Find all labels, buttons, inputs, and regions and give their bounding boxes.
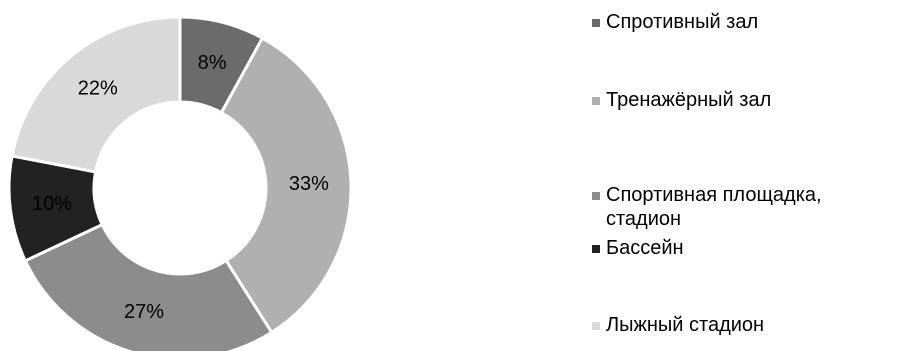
legend-item: Лыжный стадион	[592, 313, 896, 337]
legend-swatch	[592, 322, 600, 330]
donut-slice	[219, 36, 353, 335]
legend-item: Спортивная площадка, стадион	[592, 183, 896, 231]
legend-swatch	[592, 97, 600, 105]
slice-value-label: 8%	[198, 52, 227, 74]
donut-slice	[23, 222, 274, 351]
slice-value-label: 22%	[78, 78, 118, 100]
donut-chart: 8% 33% 27% 10% 22%	[7, 15, 353, 351]
slice-value-label: 27%	[124, 301, 164, 323]
legend-label: Спротивный зал	[606, 11, 759, 33]
legend-swatch	[592, 19, 600, 27]
slice-value-label: 10%	[32, 193, 72, 215]
donut-slice	[10, 15, 182, 174]
legend: Спротивный зал Тренажёрный зал Спортивна…	[592, 0, 892, 351]
legend-swatch	[592, 192, 600, 200]
legend-label: Лыжный стадион	[606, 314, 765, 336]
legend-label: Спортивная площадка, стадион	[606, 184, 822, 230]
legend-item: Тренажёрный зал	[592, 88, 896, 112]
legend-swatch	[592, 245, 600, 253]
legend-item: Спротивный зал	[592, 10, 896, 34]
legend-label: Бассейн	[606, 237, 684, 259]
slice-value-label: 33%	[289, 173, 329, 195]
legend-label: Тренажёрный зал	[606, 89, 772, 111]
legend-item: Бассейн	[592, 236, 896, 260]
